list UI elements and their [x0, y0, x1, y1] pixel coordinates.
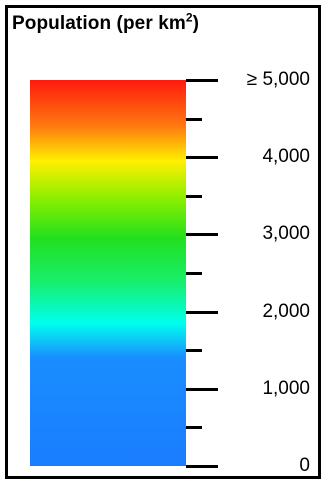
minor-tick — [186, 118, 202, 121]
minor-tick — [186, 426, 202, 429]
tick-label: 1,000 — [262, 378, 310, 399]
legend-title-text: Population (per km — [12, 13, 186, 34]
major-tick — [186, 465, 218, 468]
legend-title-superscript: 2 — [185, 10, 193, 25]
tick-label: 3,000 — [262, 223, 310, 244]
minor-tick — [186, 349, 202, 352]
tick-label: ≥ 5,000 — [246, 69, 310, 90]
major-tick — [186, 156, 218, 159]
major-tick — [186, 388, 218, 391]
minor-tick — [186, 272, 202, 275]
color-ramp — [30, 80, 186, 466]
tick-label: 4,000 — [262, 146, 310, 167]
major-tick — [186, 233, 218, 236]
tick-label: 0 — [299, 455, 310, 476]
legend-title-close: ) — [192, 13, 200, 34]
major-tick — [186, 311, 218, 314]
major-tick — [186, 79, 218, 82]
minor-tick — [186, 195, 202, 198]
legend-title: Population (per km2) — [12, 10, 200, 35]
tick-label: 2,000 — [262, 301, 310, 322]
